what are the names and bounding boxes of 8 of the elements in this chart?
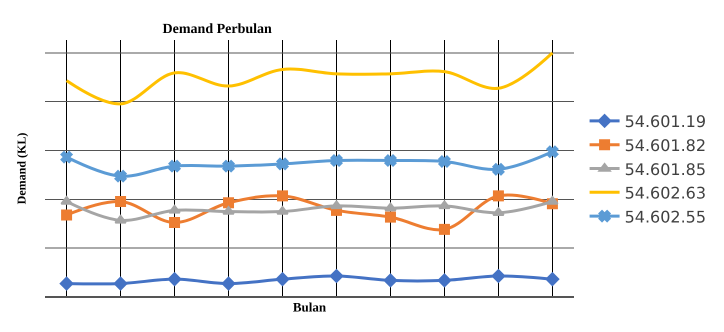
x-axis-title: Bulan — [292, 300, 327, 315]
chart-title: Demand Perbulan — [162, 22, 272, 38]
y-axis-title: Demand (KL) — [14, 132, 28, 204]
legend-label: 54.601.82 — [624, 136, 706, 155]
legend-label: 54.602.55 — [624, 207, 706, 226]
legend-label: 54.601.19 — [624, 112, 706, 132]
legend-label: 54.602.63 — [624, 184, 706, 203]
legend-label: 54.601.85 — [624, 160, 706, 179]
